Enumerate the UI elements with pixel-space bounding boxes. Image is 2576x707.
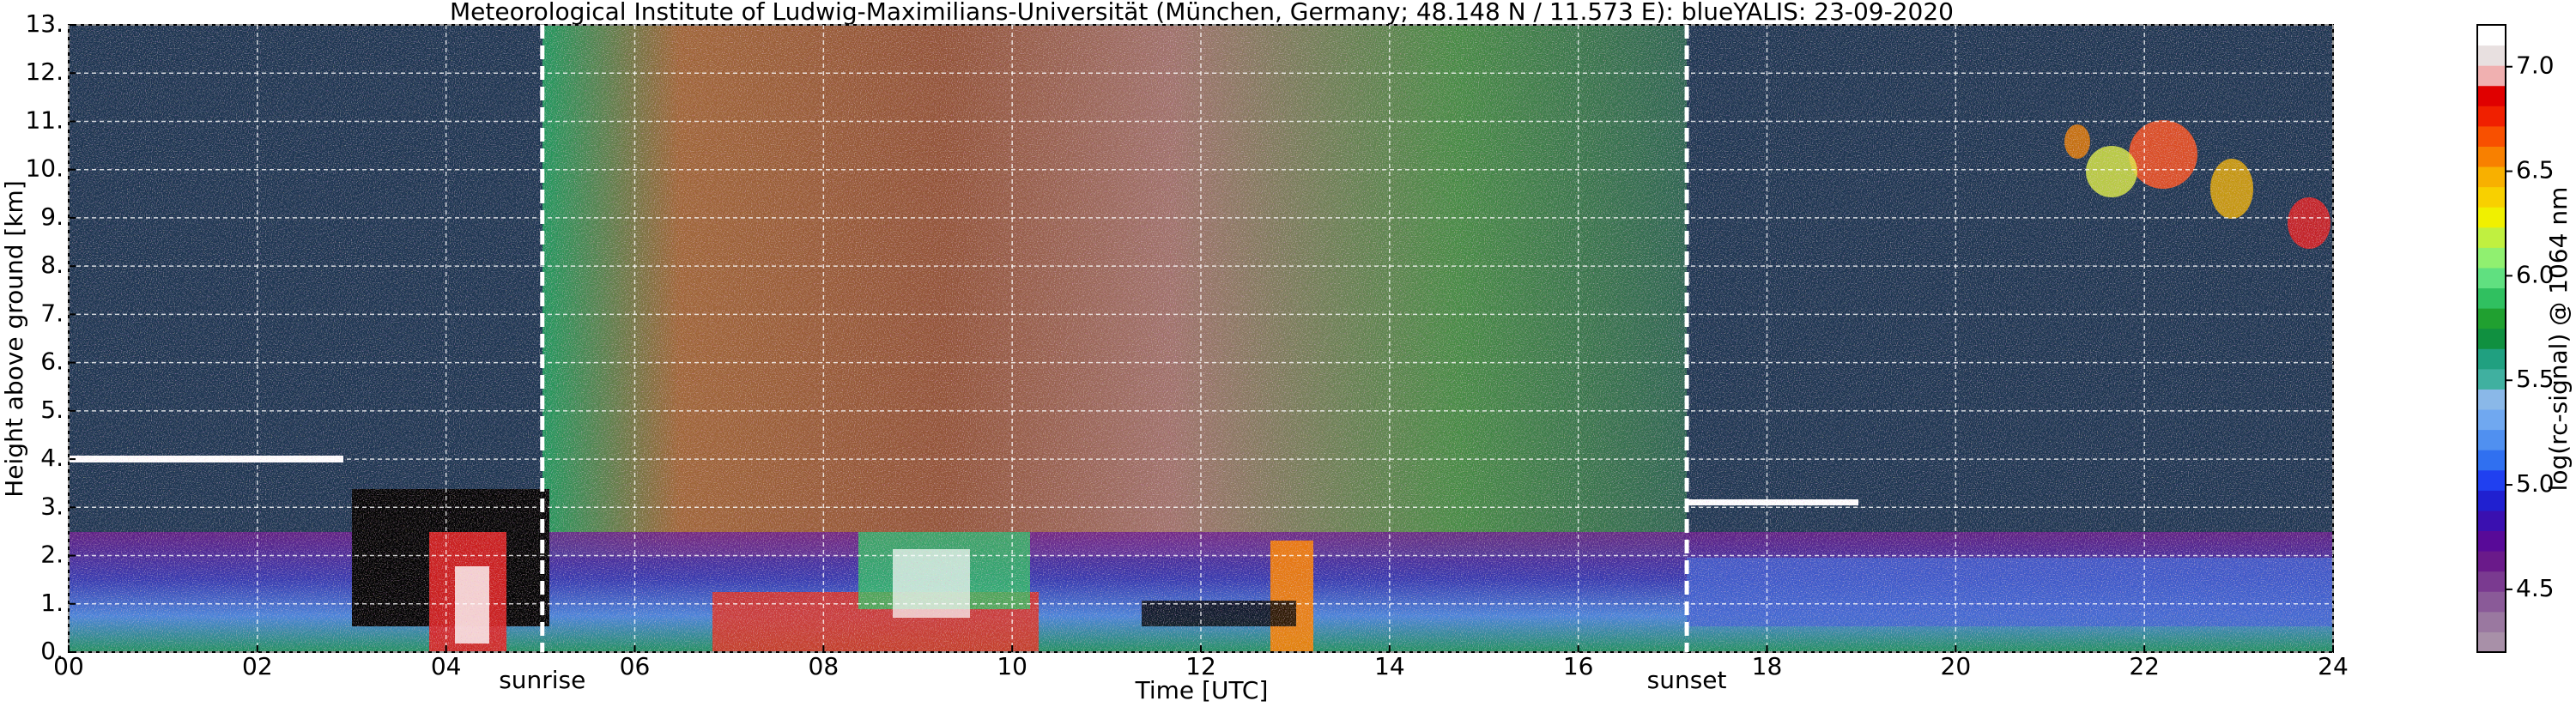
colorbar-tick-label: 6.5 [2516, 156, 2555, 184]
colorbar-band [2477, 328, 2506, 349]
y-tick-label: 5. [40, 396, 64, 424]
colorbar-band [2477, 591, 2506, 613]
y-tick-label: 13. [25, 9, 64, 38]
x-tick-label: 06 [620, 652, 651, 680]
colorbar-band [2477, 571, 2506, 592]
colorbar-band [2477, 287, 2506, 309]
x-tick-label: 20 [1941, 652, 1972, 680]
colorbar-band [2477, 45, 2506, 66]
colorbar-frame [2476, 24, 2506, 653]
y-tick-label: 2. [40, 541, 64, 569]
x-tick-label: 00 [53, 652, 84, 680]
colorbar-band [2477, 166, 2506, 188]
colorbar-band [2477, 551, 2506, 572]
x-axis-label: Time [UTC] [1135, 676, 1269, 704]
colorbar-band [2477, 247, 2506, 269]
colorbar-band [2477, 631, 2506, 653]
y-tick-label: 8. [40, 251, 64, 279]
x-tick-label: 08 [809, 652, 839, 680]
colorbar-tick-label: 5.0 [2516, 469, 2555, 498]
colorbar-band [2477, 25, 2506, 46]
colorbar-band [2477, 85, 2506, 106]
y-tick-label: 6. [40, 347, 64, 376]
colorbar-band [2477, 267, 2506, 289]
colorbar-band [2477, 450, 2506, 471]
x-tick-label: 04 [431, 652, 462, 680]
colorbar-band [2477, 429, 2506, 450]
colorbar-tick-label: 5.5 [2516, 365, 2555, 393]
x-tick-label: 18 [1752, 652, 1783, 680]
y-tick-label: 12. [25, 57, 64, 86]
chart-title: Meteorological Institute of Ludwig-Maxim… [450, 0, 1954, 26]
x-tick-label: 12 [1185, 652, 1216, 680]
colorbar-band [2477, 348, 2506, 370]
colorbar-band [2477, 389, 2506, 410]
colorbar-tick-label: 4.5 [2516, 574, 2555, 602]
colorbar-band [2477, 368, 2506, 390]
colorbar-band [2477, 611, 2506, 632]
y-tick-label: 0. [40, 637, 64, 665]
colorbar-tick-label: 6.0 [2516, 260, 2555, 288]
y-tick-label: 3. [40, 492, 64, 520]
colorbar-band [2477, 510, 2506, 532]
colorbar-band [2477, 409, 2506, 431]
colorbar-band [2477, 207, 2506, 228]
colorbar-band [2477, 65, 2506, 87]
x-tick-label: 22 [2129, 652, 2160, 680]
colorbar-band [2477, 308, 2506, 329]
y-tick-label: 1. [40, 589, 64, 617]
colorbar-band [2477, 227, 2506, 248]
x-tick-label: 24 [2318, 652, 2349, 680]
x-tick-label: 02 [242, 652, 273, 680]
colorbar-band [2477, 490, 2506, 511]
y-axis-label: Height above ground [km] [0, 180, 28, 498]
y-tick-label: 4. [40, 444, 64, 472]
y-tick-label: 10. [25, 154, 64, 183]
colorbar-label: log(rc-signal) @ 1064 nm [2544, 187, 2573, 492]
colorbar-band [2477, 146, 2506, 167]
y-tick-label: 7. [40, 299, 64, 327]
colorbar-band [2477, 186, 2506, 208]
annotation-label: sunrise [499, 666, 585, 694]
colorbar-band [2477, 125, 2506, 147]
colorbar-band [2477, 469, 2506, 491]
annotation-label: sunset [1647, 666, 1727, 694]
x-tick-label: 10 [997, 652, 1027, 680]
colorbar-band [2477, 106, 2506, 127]
colorbar-tick-label: 7.0 [2516, 51, 2555, 80]
colorbar [2477, 25, 2506, 653]
x-tick-label: 16 [1563, 652, 1594, 680]
colorbar-band [2477, 530, 2506, 552]
y-tick-label: 9. [40, 202, 64, 231]
x-tick-label: 14 [1374, 652, 1405, 680]
y-tick-label: 11. [25, 106, 64, 134]
